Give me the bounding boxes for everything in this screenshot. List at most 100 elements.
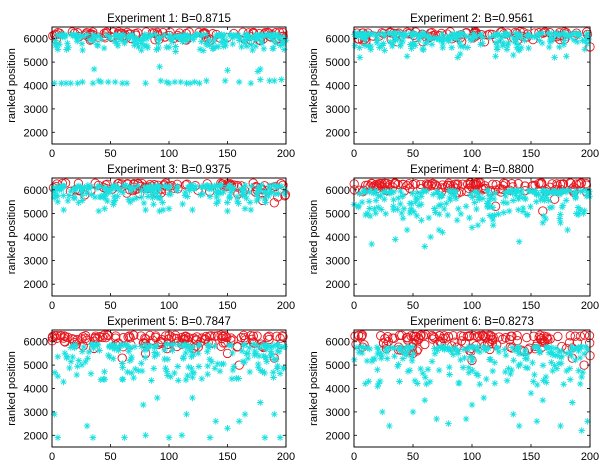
- data-point-star: [351, 42, 359, 50]
- data-point-star: [255, 352, 263, 360]
- data-point-star: [252, 36, 259, 43]
- data-point-star: [229, 40, 236, 48]
- y-tick-label: 4000: [326, 232, 350, 244]
- data-point-star: [239, 358, 247, 365]
- data-point-circle: [357, 331, 367, 341]
- data-point-star: [241, 359, 248, 366]
- data-point-circle: [473, 332, 483, 342]
- data-point-star: [549, 367, 556, 375]
- data-point-star: [416, 33, 424, 41]
- data-point-star: [456, 38, 464, 46]
- data-point-star: [220, 43, 228, 50]
- data-point-star: [413, 189, 421, 197]
- data-point-star: [368, 358, 376, 365]
- data-point-star: [525, 187, 533, 195]
- data-point-star: [101, 195, 109, 202]
- data-point-star: [243, 194, 250, 202]
- data-point-star: [274, 347, 281, 355]
- data-point-star: [353, 344, 361, 351]
- data-point-star: [54, 372, 62, 380]
- data-point-circle: [579, 330, 590, 340]
- data-point-star: [174, 183, 181, 190]
- x-tick-label: 0: [49, 148, 55, 160]
- data-point-star: [398, 209, 405, 217]
- y-tick-label: 5000: [24, 360, 48, 372]
- data-point-star: [423, 187, 430, 195]
- data-point-star: [448, 31, 456, 38]
- data-point-star: [563, 187, 571, 195]
- data-point-star: [134, 40, 141, 47]
- data-point-star: [361, 42, 369, 49]
- data-point-star: [574, 30, 582, 38]
- data-point-star: [184, 372, 191, 380]
- data-point-star: [126, 184, 133, 191]
- data-point-star: [84, 182, 92, 189]
- data-point-star: [96, 347, 103, 354]
- data-point-star: [57, 30, 65, 38]
- data-point-star: [366, 345, 374, 353]
- data-point-star: [142, 79, 149, 87]
- data-point-circle: [534, 178, 544, 189]
- data-point-star: [445, 420, 452, 427]
- data-point-star: [153, 182, 161, 190]
- data-point-star: [165, 79, 173, 87]
- data-point-star: [118, 79, 126, 87]
- y-tick-label: 2000: [326, 279, 350, 291]
- data-point-star: [388, 42, 396, 50]
- data-point-star: [106, 33, 113, 40]
- data-point-star: [186, 79, 194, 87]
- data-point-star: [179, 200, 186, 208]
- data-point-star: [79, 78, 86, 86]
- data-point-star: [484, 200, 491, 207]
- data-point-star: [221, 31, 228, 39]
- data-point-star: [248, 182, 255, 190]
- data-point-star: [74, 363, 81, 370]
- data-point-star: [150, 365, 158, 372]
- data-point-star: [229, 366, 237, 374]
- data-point-star: [164, 356, 172, 363]
- data-point-star: [537, 196, 544, 204]
- data-point-star: [549, 190, 556, 197]
- chart-panel-6: 0 50 100 150 200 2000 3000 4000 5000 6000 Experime…: [308, 316, 599, 463]
- data-point-star: [78, 188, 85, 195]
- data-point-star: [438, 30, 446, 38]
- data-point-star: [88, 37, 96, 44]
- data-point-star: [388, 344, 396, 351]
- y-axis-label: ranked position: [6, 351, 18, 426]
- data-point-star: [362, 36, 369, 44]
- data-point-star: [535, 31, 542, 38]
- data-point-star: [113, 185, 121, 192]
- data-point-star: [427, 233, 434, 241]
- data-point-star: [515, 41, 522, 48]
- data-point-star: [114, 193, 121, 200]
- x-tick-label: 150: [218, 451, 236, 463]
- data-point-star: [403, 226, 411, 234]
- data-point-star: [244, 31, 251, 39]
- data-point-star: [254, 68, 262, 75]
- data-point-star: [210, 45, 217, 52]
- data-point-star: [69, 353, 76, 361]
- y-tick-label: 2000: [24, 430, 48, 442]
- data-point-star: [155, 35, 162, 43]
- data-point-star: [234, 197, 241, 205]
- data-point-star: [581, 46, 589, 53]
- data-point-star: [467, 37, 475, 44]
- data-point-star: [218, 31, 225, 38]
- data-point-star: [444, 345, 452, 352]
- data-point-star: [138, 367, 146, 375]
- data-point-star: [279, 38, 286, 45]
- data-point-star: [227, 185, 235, 192]
- data-point-star: [518, 44, 525, 52]
- data-point-star: [484, 203, 491, 211]
- data-point-star: [351, 31, 358, 38]
- data-point-star: [510, 357, 517, 364]
- data-point-star: [586, 193, 593, 200]
- data-point-star: [226, 193, 234, 201]
- data-point-star: [165, 205, 173, 212]
- data-point-star: [211, 365, 219, 372]
- data-point-star: [424, 31, 431, 39]
- data-point-star: [386, 38, 394, 46]
- data-point-star: [265, 192, 272, 200]
- data-point-star: [515, 238, 523, 245]
- data-point-star: [377, 355, 385, 362]
